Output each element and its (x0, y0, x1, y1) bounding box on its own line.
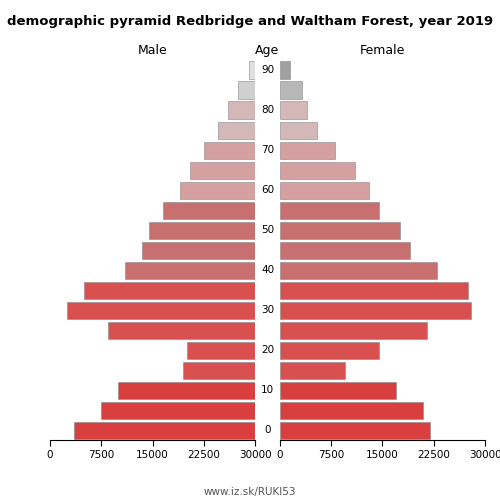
Bar (204, 142, 255, 158)
Bar (280, 382, 396, 398)
Bar (125, 262, 255, 278)
Text: 10: 10 (261, 385, 274, 395)
Bar (280, 302, 471, 318)
Bar (149, 222, 255, 238)
Bar (187, 342, 255, 358)
Bar (280, 122, 318, 138)
Text: 40: 40 (261, 265, 274, 275)
Bar (280, 202, 379, 218)
Title: Female: Female (360, 44, 405, 58)
Bar (280, 402, 424, 418)
Bar (67, 302, 255, 318)
Bar (249, 62, 255, 78)
Bar (84, 282, 255, 298)
Bar (184, 362, 255, 378)
Bar (280, 102, 307, 118)
Bar (190, 162, 255, 178)
Bar (108, 322, 255, 338)
Bar (280, 242, 410, 258)
Bar (280, 262, 437, 278)
Title: Age: Age (256, 44, 280, 58)
Bar (280, 342, 379, 358)
Bar (118, 382, 255, 398)
Bar (280, 362, 345, 378)
Bar (280, 162, 355, 178)
Text: 50: 50 (261, 225, 274, 235)
Bar (228, 102, 255, 118)
Bar (280, 422, 430, 438)
Bar (280, 282, 468, 298)
Bar (280, 62, 290, 78)
Bar (142, 242, 255, 258)
Text: 20: 20 (261, 345, 274, 355)
Text: 80: 80 (261, 105, 274, 115)
Text: 0: 0 (264, 425, 271, 435)
Bar (74, 422, 255, 438)
Title: Male: Male (138, 44, 168, 58)
Bar (280, 222, 400, 238)
Bar (102, 402, 255, 418)
Text: 60: 60 (261, 185, 274, 195)
Text: demographic pyramid Redbridge and Waltham Forest, year 2019: demographic pyramid Redbridge and Waltha… (7, 15, 493, 28)
Bar (180, 182, 255, 198)
Bar (163, 202, 255, 218)
Text: 70: 70 (261, 145, 274, 155)
Bar (238, 82, 255, 98)
Bar (280, 322, 427, 338)
Bar (280, 142, 334, 158)
Text: 90: 90 (261, 65, 274, 75)
Bar (218, 122, 255, 138)
Bar (280, 182, 368, 198)
Text: www.iz.sk/RUKI53: www.iz.sk/RUKI53 (204, 487, 296, 497)
Bar (280, 82, 301, 98)
Text: 30: 30 (261, 305, 274, 315)
